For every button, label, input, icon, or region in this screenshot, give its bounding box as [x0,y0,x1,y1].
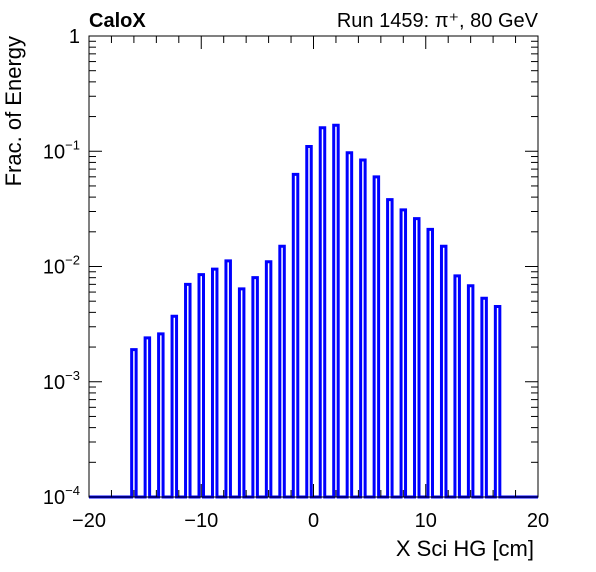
chart-label-left: CaloX [89,10,146,32]
y-tick-label: 10−2 [43,253,80,279]
x-tick-label: 20 [527,510,549,532]
chart-label-right: Run 1459: π⁺, 80 GeV [337,10,539,32]
y-tick-label: 1 [69,26,80,48]
y-tick-label: 10−1 [43,137,80,163]
x-tick-label: 0 [308,510,319,532]
y-tick-labels: 10−4 10−3 10−2 10−1 1 [43,26,80,509]
x-tick-label: −20 [72,510,106,532]
x-tick-label: −10 [184,510,218,532]
x-axis-label: X Sci HG [cm] [396,536,534,561]
y-tick-label: 10−4 [43,483,80,509]
x-tick-labels: −20 −10 0 10 20 [72,510,549,532]
plot-frame [88,35,539,498]
y-axis-label: Frac. of Energy [1,36,26,186]
x-tick-label: 10 [415,510,437,532]
y-tick-label: 10−3 [43,368,80,394]
